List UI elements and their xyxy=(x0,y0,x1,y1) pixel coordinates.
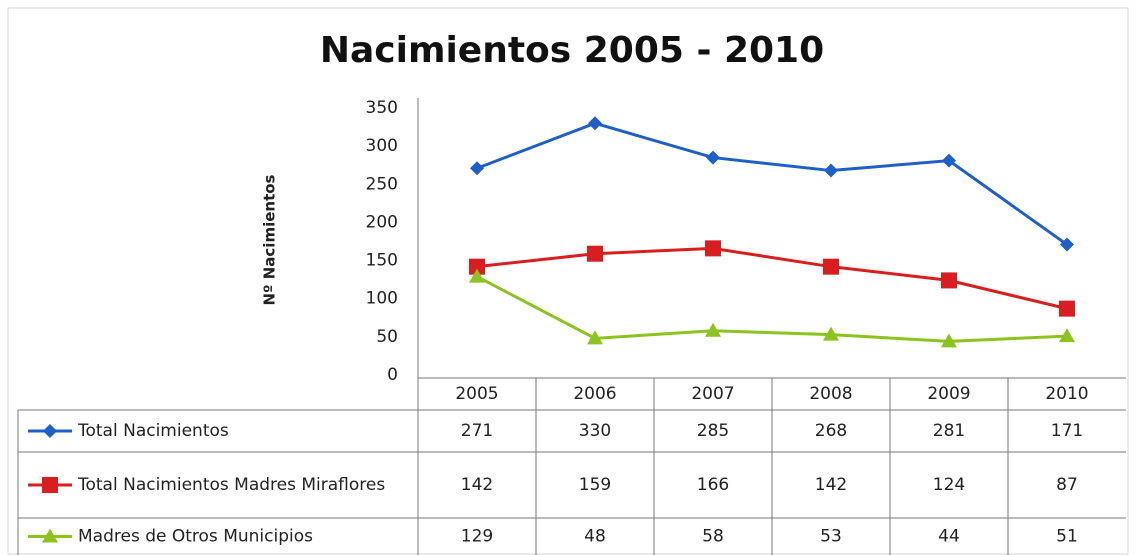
point xyxy=(1060,237,1074,252)
table-value: 142 xyxy=(815,475,847,495)
x-tick-label: 2010 xyxy=(1045,384,1088,404)
point xyxy=(705,322,721,337)
table-value: 159 xyxy=(579,475,611,495)
point xyxy=(1059,300,1075,317)
table-value: 44 xyxy=(938,527,960,547)
table-value: 129 xyxy=(461,527,493,547)
chart-title: Nacimientos 2005 - 2010 xyxy=(320,30,824,71)
table-value: 58 xyxy=(702,527,724,547)
table-value: 268 xyxy=(815,421,847,441)
table-value: 281 xyxy=(933,421,965,441)
table-value: 51 xyxy=(1056,527,1078,547)
point xyxy=(941,272,957,289)
point xyxy=(823,326,839,341)
table-value: 87 xyxy=(1056,475,1078,495)
point xyxy=(587,245,603,262)
point xyxy=(470,161,484,176)
x-tick-label: 2009 xyxy=(927,384,970,404)
y-tick-label: 50 xyxy=(376,327,398,347)
y-tick-label: 100 xyxy=(366,289,398,309)
legend-marker xyxy=(43,424,57,438)
x-tick-label: 2006 xyxy=(573,384,616,404)
legend-label: Total Nacimientos xyxy=(77,421,229,441)
table-value: 166 xyxy=(697,475,729,495)
point xyxy=(942,153,956,168)
table-value: 285 xyxy=(697,421,729,441)
point xyxy=(823,258,839,275)
table-value: 48 xyxy=(584,527,606,547)
y-tick-label: 350 xyxy=(366,98,398,118)
series-line xyxy=(476,246,1068,311)
point xyxy=(824,163,838,178)
point xyxy=(587,330,603,345)
legend-label: Madres de Otros Municipios xyxy=(78,527,313,547)
y-tick-label: 150 xyxy=(366,251,398,271)
y-tick-label: 300 xyxy=(366,136,398,156)
y-tick-label: 250 xyxy=(366,174,398,194)
point xyxy=(1059,328,1075,343)
y-tick-label: 0 xyxy=(387,365,398,385)
point xyxy=(941,333,957,348)
point xyxy=(706,150,720,165)
legend-marker xyxy=(42,528,58,543)
table-value: 124 xyxy=(933,475,965,495)
y-tick-label: 200 xyxy=(366,212,398,232)
series-line xyxy=(476,275,1068,343)
table-value: 330 xyxy=(579,421,611,441)
series-line xyxy=(476,121,1068,246)
table-value: 53 xyxy=(820,527,842,547)
x-tick-label: 2007 xyxy=(691,384,734,404)
point xyxy=(469,268,485,283)
chart-frame xyxy=(7,7,1129,555)
point xyxy=(705,240,721,257)
legend-marker xyxy=(42,477,58,493)
point xyxy=(469,258,485,275)
table-value: 142 xyxy=(461,475,493,495)
table-value: 171 xyxy=(1051,421,1083,441)
point xyxy=(588,116,602,131)
table-value: 271 xyxy=(461,421,493,441)
x-tick-label: 2005 xyxy=(455,384,498,404)
legend-label: Total Nacimientos Madres Miraflores xyxy=(77,475,385,495)
y-axis-label: Nº Nacimientos xyxy=(261,174,279,305)
x-tick-label: 2008 xyxy=(809,384,852,404)
